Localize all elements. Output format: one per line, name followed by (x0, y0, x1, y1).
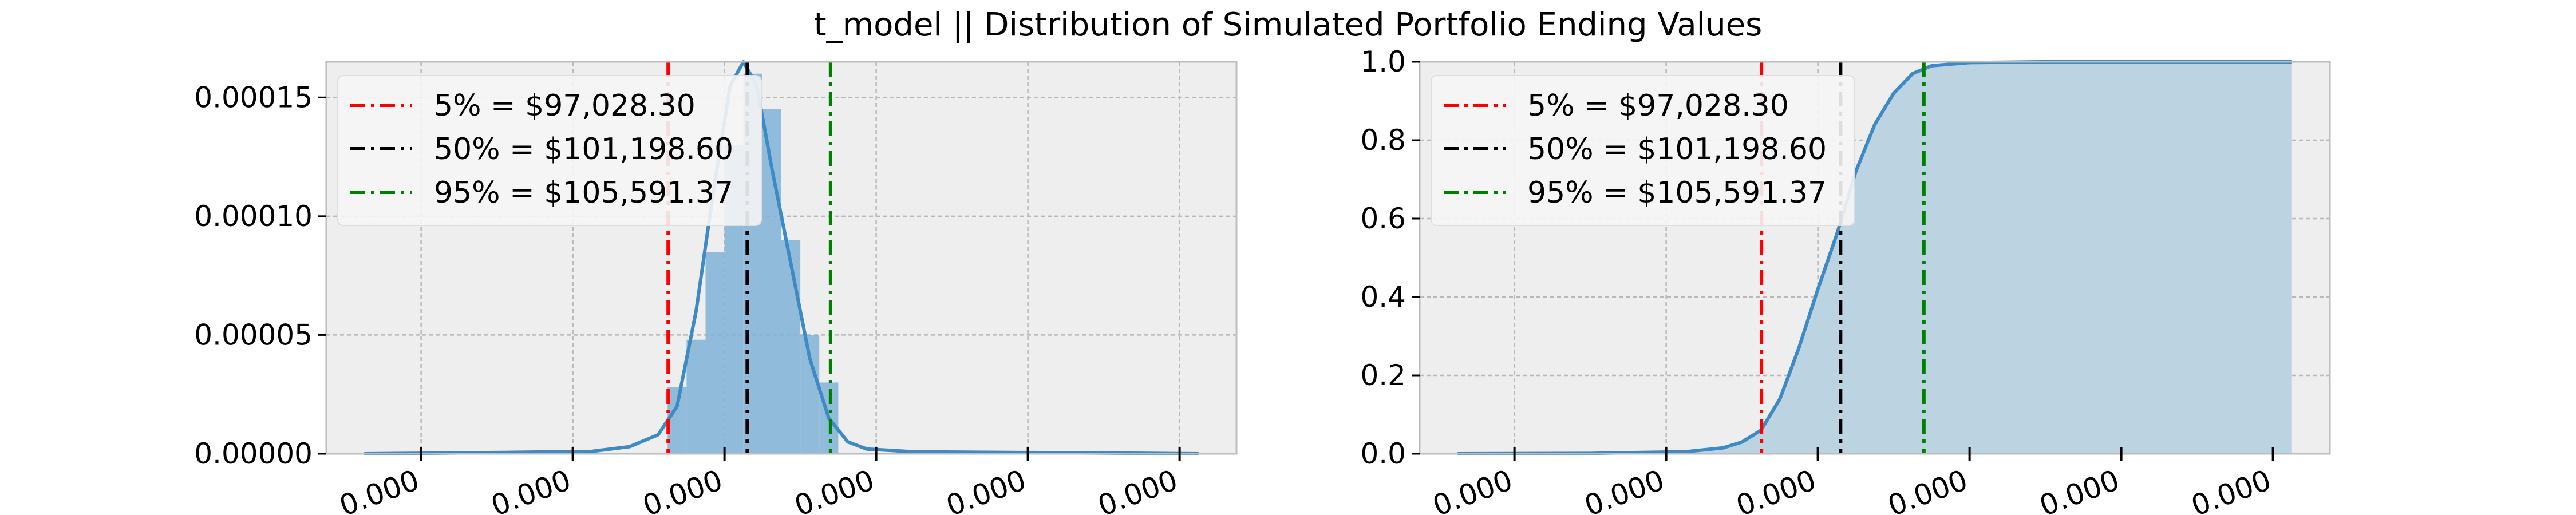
legend (1431, 75, 1855, 226)
legend-label: 5% = $97,028.30 (1527, 89, 1789, 123)
cdf-area (1457, 62, 2292, 454)
histogram-bar (686, 339, 706, 454)
y-tick-label: 0.00005 (194, 318, 313, 351)
legend (337, 75, 762, 226)
y-tick-label: 0.00000 (194, 437, 313, 470)
x-tick-label: 0.000 (1732, 464, 1820, 515)
y-tick-label: 0.00010 (194, 200, 313, 233)
y-tick-label: 0.00015 (194, 81, 313, 114)
x-tick-label: 0.000 (1580, 464, 1668, 515)
x-tick-label: 0.000 (2035, 464, 2123, 515)
right-panel-cdf: 0.0 0.2 0.4 0.6 0.8 1.0 0.000 0.000 0.000 0.000 0.… (1360, 45, 2331, 515)
x-tick-label: 0.000 (1093, 464, 1182, 515)
x-tick-label: 0.000 (790, 464, 878, 515)
y-tick-label: 0.6 (1360, 202, 1406, 235)
y-tick-label: 0.4 (1360, 280, 1406, 314)
chart-title: t_model || Distribution of Simulated Por… (814, 6, 1763, 43)
histogram-bar (705, 252, 725, 454)
cdf-line (1457, 60, 2292, 455)
plot-border (1419, 61, 2331, 455)
x-tick-label: 0.000 (487, 464, 575, 515)
y-tick-label: 0.8 (1360, 124, 1406, 157)
x-tick-label: 0.000 (942, 464, 1030, 515)
plot-border (325, 61, 1238, 455)
x-tick-label: 0.000 (1428, 464, 1516, 515)
y-tick-label: 0.2 (1360, 359, 1406, 392)
x-tick-label: 0.000 (638, 464, 726, 515)
legend-label: 95% = $105,591.37 (434, 176, 733, 210)
y-tick-label: 0.0 (1360, 437, 1406, 470)
x-tick-label: 0.000 (1883, 464, 1971, 515)
x-tick-label: 0.000 (335, 464, 423, 515)
histogram-bar (667, 387, 687, 454)
legend-label: 5% = $97,028.30 (434, 89, 696, 123)
y-tick-label: 1.0 (1360, 45, 1406, 78)
histogram-bar (781, 240, 801, 454)
legend-label: 50% = $101,198.60 (1527, 132, 1827, 167)
x-tick-label: 0.000 (2187, 464, 2275, 515)
left-panel-histogram: 0.00000 0.00005 0.00010 0.00015 0.000 0.000 0.… (194, 60, 1238, 515)
legend-label: 95% = $105,591.37 (1527, 176, 1827, 210)
legend-label: 50% = $101,198.60 (434, 132, 733, 167)
